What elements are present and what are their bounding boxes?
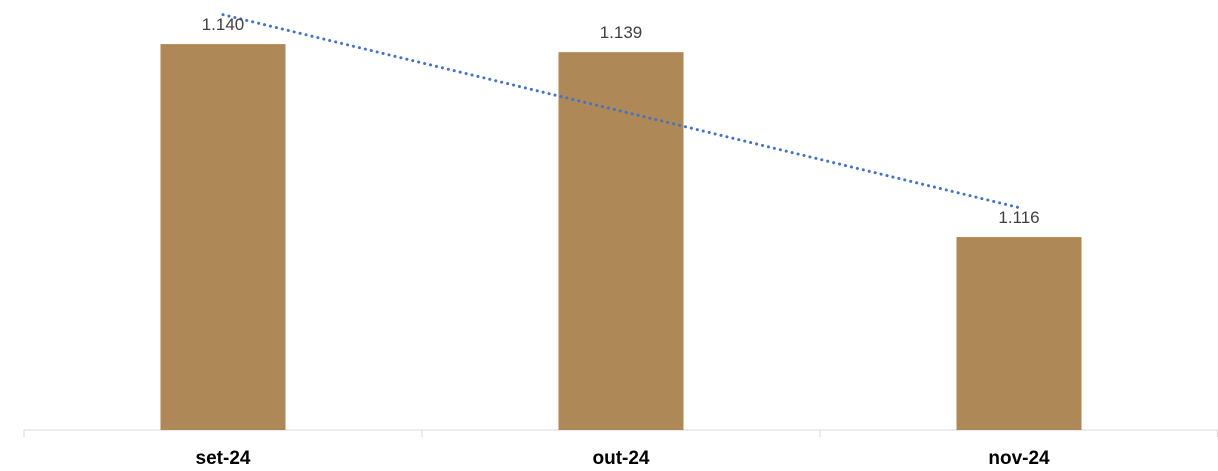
x-tick-label-nov-24: nov-24 [988,448,1050,469]
bar-set-24 [161,44,286,430]
x-tick-label-set-24: set-24 [196,448,251,469]
data-label-out-24: 1.139 [600,23,643,42]
bars-layer [161,44,1082,430]
data-label-set-24: 1.140 [202,15,245,34]
bar-out-24 [559,52,684,430]
x-tick-label-out-24: out-24 [593,448,650,469]
data-label-nov-24: 1.116 [998,208,1039,227]
axis-layer [24,430,1218,437]
bar-nov-24 [957,237,1082,430]
